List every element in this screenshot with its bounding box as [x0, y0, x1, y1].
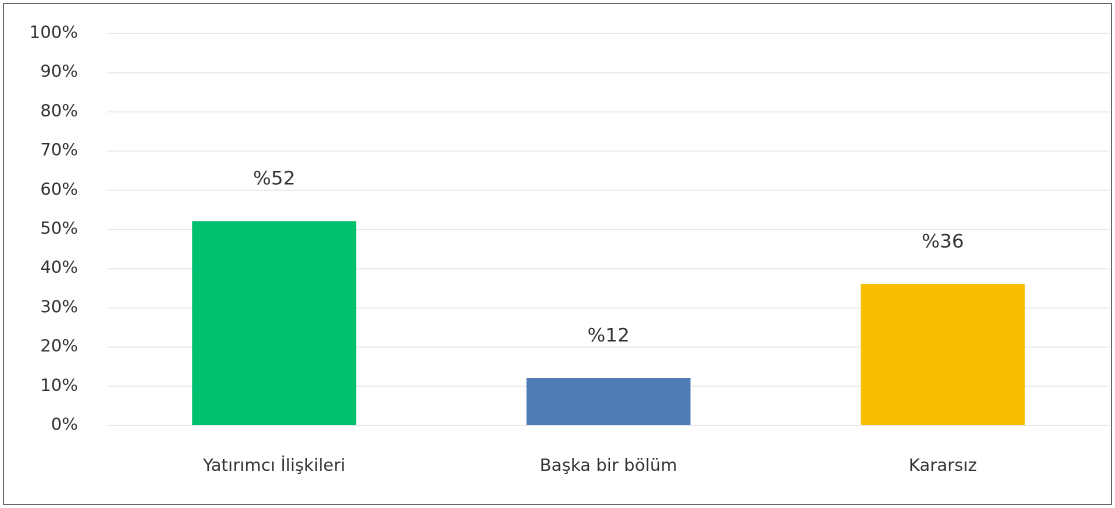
bar: [192, 221, 357, 425]
value-label: %52: [253, 168, 295, 190]
y-tick-label: 60%: [40, 180, 78, 200]
y-tick-label: 100%: [29, 23, 78, 43]
bar: [526, 377, 691, 425]
y-tick-label: 0%: [51, 415, 78, 435]
y-tick-label: 30%: [40, 297, 78, 317]
y-tick-label: 80%: [40, 101, 78, 121]
x-tick-label: Yatırımcı İlişkileri: [202, 455, 345, 476]
y-tick-label: 90%: [40, 62, 78, 82]
value-label: %36: [922, 230, 964, 252]
x-tick-label: Başka bir bölüm: [540, 456, 677, 476]
y-tick-label: 70%: [40, 141, 78, 161]
y-tick-label: 40%: [40, 258, 78, 278]
x-tick-label: Kararsız: [909, 456, 977, 476]
y-tick-label: 50%: [40, 219, 78, 239]
y-tick-label: 20%: [40, 337, 78, 357]
y-tick-label: 10%: [40, 376, 78, 396]
bar: [860, 283, 1025, 425]
value-label: %12: [587, 324, 629, 346]
frame: [3, 3, 1112, 505]
